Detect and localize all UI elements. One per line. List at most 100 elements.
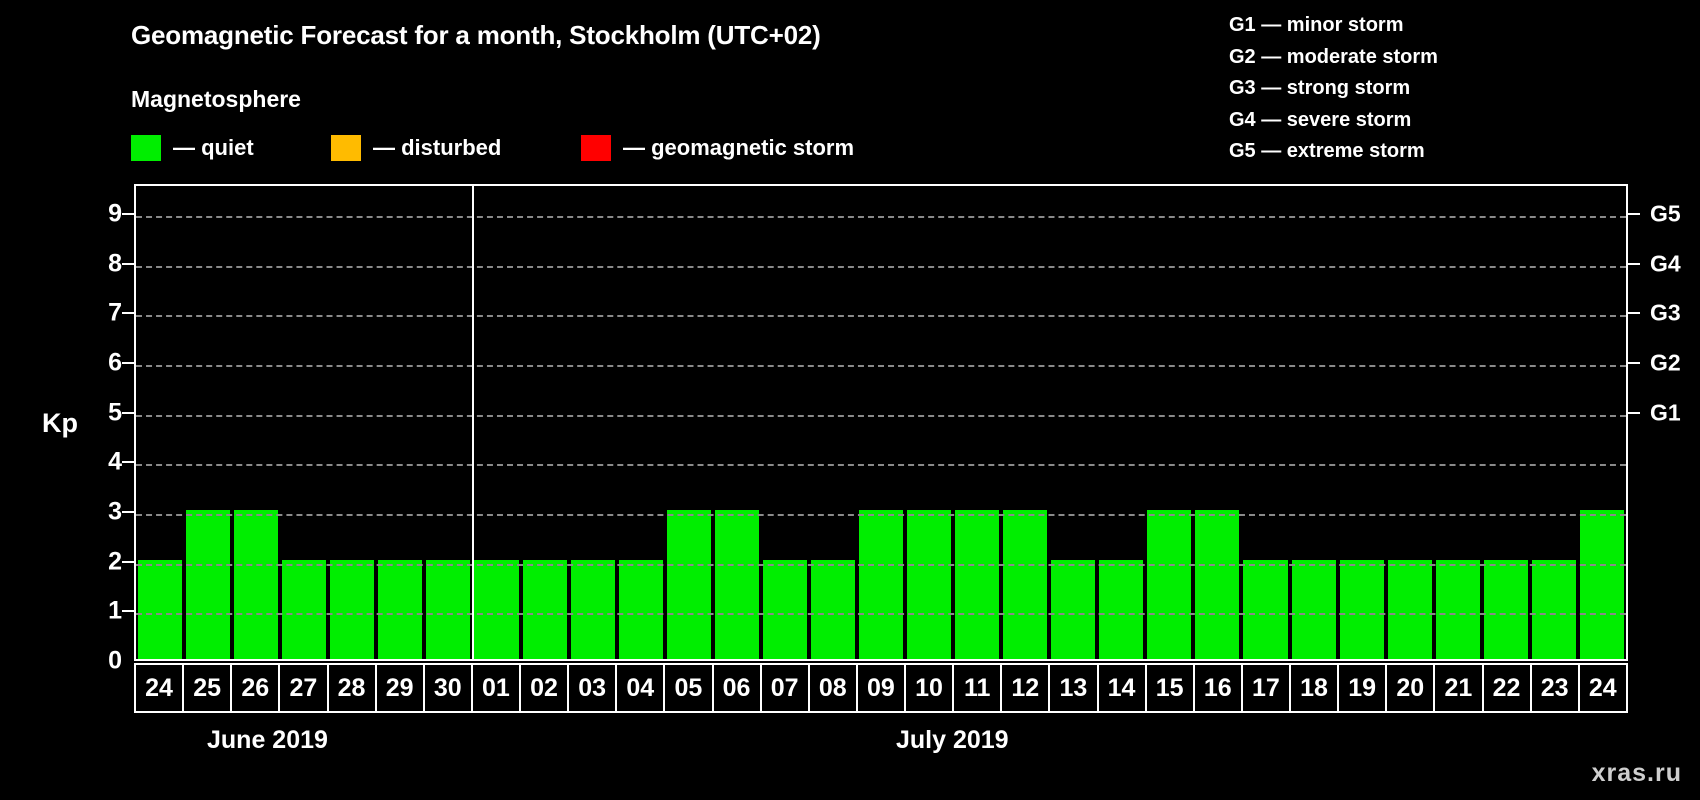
date-cell[interactable]: 01 <box>473 665 521 711</box>
date-cell[interactable]: 24 <box>1588 673 1617 702</box>
bar-cell[interactable] <box>1386 186 1434 659</box>
bar[interactable] <box>618 559 663 659</box>
bar-cell[interactable] <box>1338 186 1386 659</box>
legend-item-label: — geomagnetic storm <box>623 135 855 160</box>
bar-cell[interactable] <box>1482 186 1530 659</box>
bar[interactable] <box>1339 559 1384 659</box>
bar-cell[interactable] <box>905 186 953 659</box>
bar-cell[interactable] <box>136 186 184 659</box>
bar[interactable] <box>907 509 952 659</box>
bar-cell[interactable] <box>1290 186 1338 659</box>
date-cell[interactable]: 15 <box>1147 665 1195 711</box>
bar-cell[interactable] <box>472 186 520 659</box>
date-cell[interactable]: 07 <box>762 665 810 711</box>
bar-cell[interactable] <box>376 186 424 659</box>
date-cell[interactable]: 05 <box>665 665 714 711</box>
bar[interactable] <box>1483 559 1528 659</box>
date-cell[interactable]: 28 <box>329 665 377 711</box>
date-cell[interactable]: 02 <box>521 665 570 711</box>
g-tick-label: G5 <box>1650 200 1681 227</box>
bar[interactable] <box>1003 509 1048 659</box>
bar[interactable] <box>474 559 519 659</box>
date-cell[interactable]: 12 <box>1002 665 1051 711</box>
date-cell[interactable]: 26 <box>232 665 281 711</box>
bar-cell[interactable] <box>1145 186 1193 659</box>
date-cell[interactable]: 19 <box>1339 665 1388 711</box>
date-cell[interactable]: 27 <box>280 665 329 711</box>
bar[interactable] <box>378 559 423 659</box>
bar[interactable] <box>1147 509 1192 659</box>
bar-cell[interactable] <box>665 186 713 659</box>
bar[interactable] <box>1051 559 1096 659</box>
bar-cell[interactable] <box>521 186 569 659</box>
date-cell[interactable]: 10 <box>906 665 955 711</box>
bar[interactable] <box>1291 559 1336 659</box>
date-cell[interactable]: 04 <box>617 665 666 711</box>
bar[interactable] <box>186 509 231 659</box>
bar-cell[interactable] <box>1049 186 1097 659</box>
bar-cell[interactable] <box>1530 186 1578 659</box>
storm-scale-row: G5 — extreme storm <box>1229 140 1425 162</box>
bar[interactable] <box>522 559 567 659</box>
bar-cell[interactable] <box>1578 186 1626 659</box>
bar-cell[interactable] <box>1097 186 1145 659</box>
date-cell[interactable]: 24 <box>136 665 185 711</box>
date-cell[interactable]: 20 <box>1387 665 1436 711</box>
bar-cell[interactable] <box>809 186 857 659</box>
bar-cell[interactable] <box>1434 186 1482 659</box>
date-cell[interactable]: 13 <box>1050 665 1099 711</box>
date-cell[interactable]: 25 <box>184 665 233 711</box>
date-cell[interactable]: 22 <box>1484 665 1532 711</box>
date-cell[interactable]: 03 <box>569 665 618 711</box>
date-cell[interactable]: 23 <box>1532 665 1580 711</box>
date-cell[interactable]: 18 <box>1291 665 1340 711</box>
date-cell[interactable]: 17 <box>1243 665 1291 711</box>
bar[interactable] <box>1435 559 1480 659</box>
date-cell[interactable]: 11 <box>954 665 1003 711</box>
bar[interactable] <box>570 559 615 659</box>
bar[interactable] <box>1099 559 1144 659</box>
legend-swatch-quiet <box>131 135 161 161</box>
bar-cell[interactable] <box>1193 186 1241 659</box>
date-cell[interactable]: 06 <box>714 665 762 711</box>
bar[interactable] <box>426 559 471 659</box>
bar[interactable] <box>1195 509 1240 659</box>
bar-cell[interactable] <box>953 186 1001 659</box>
bar-cell[interactable] <box>328 186 376 659</box>
bar-cell[interactable] <box>1001 186 1049 659</box>
bar-cell[interactable] <box>713 186 761 659</box>
bar[interactable] <box>714 509 759 659</box>
bar-cell[interactable] <box>424 186 472 659</box>
legend-item: — disturbed <box>331 133 501 163</box>
date-cell[interactable]: 29 <box>377 665 425 711</box>
bar-cell[interactable] <box>1241 186 1289 659</box>
bar-cell[interactable] <box>569 186 617 659</box>
date-cell[interactable]: 14 <box>1099 665 1147 711</box>
bar[interactable] <box>1243 559 1288 659</box>
y-tick-label: 1 <box>108 596 122 625</box>
date-cell[interactable]: 21 <box>1435 665 1484 711</box>
bar[interactable] <box>858 509 903 659</box>
bar[interactable] <box>666 509 711 659</box>
bar-cell[interactable] <box>232 186 280 659</box>
date-cell[interactable]: 08 <box>810 665 858 711</box>
bar-cell[interactable] <box>184 186 232 659</box>
bar[interactable] <box>762 559 807 659</box>
bar-cell[interactable] <box>761 186 809 659</box>
bar[interactable] <box>1387 559 1432 659</box>
bar[interactable] <box>234 509 279 659</box>
bar-cell[interactable] <box>617 186 665 659</box>
bar[interactable] <box>810 559 855 659</box>
bar[interactable] <box>138 559 183 659</box>
bar[interactable] <box>282 559 327 659</box>
date-cell[interactable]: 30 <box>425 665 473 711</box>
g-tick-label: G2 <box>1650 349 1681 376</box>
bar[interactable] <box>1531 559 1576 659</box>
bar[interactable] <box>1579 509 1624 659</box>
date-cell[interactable]: 16 <box>1195 665 1243 711</box>
bar[interactable] <box>955 509 1000 659</box>
bar[interactable] <box>330 559 375 659</box>
bar-cell[interactable] <box>280 186 328 659</box>
date-cell[interactable]: 09 <box>858 665 906 711</box>
bar-cell[interactable] <box>857 186 905 659</box>
